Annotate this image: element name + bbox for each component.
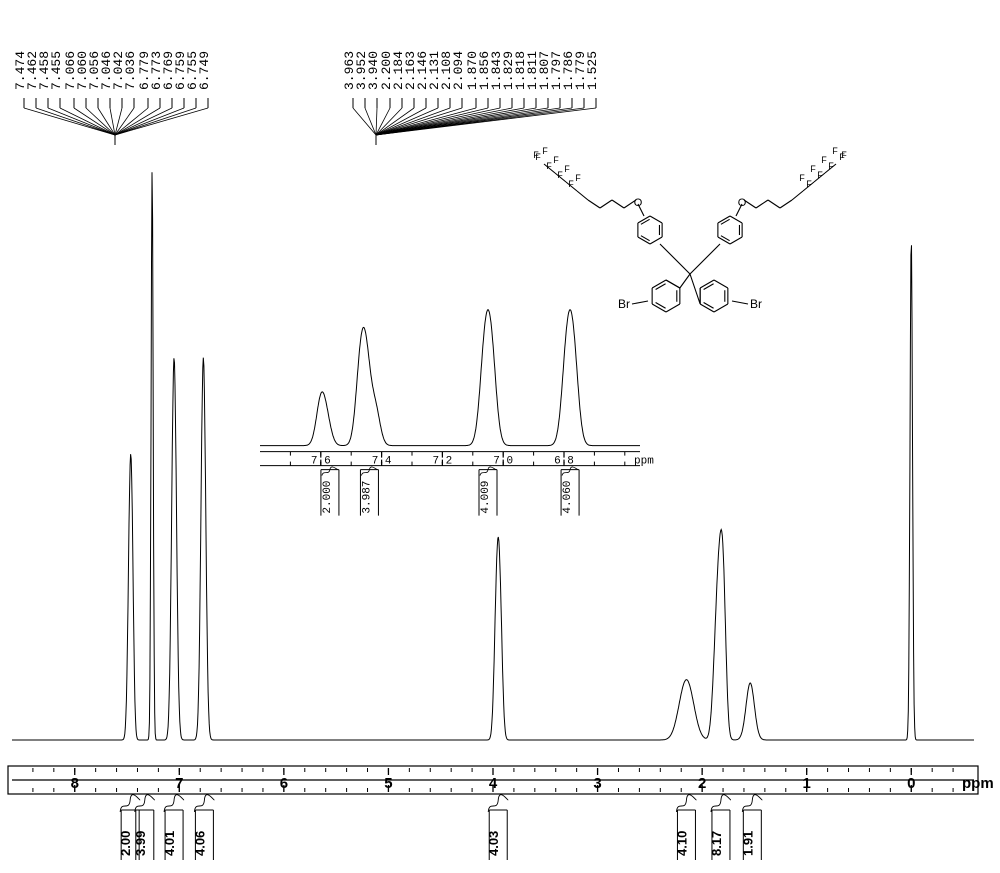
axis-tick-label: 0 xyxy=(907,775,915,792)
atom-label: F xyxy=(799,173,805,183)
axis-tick-label: 5 xyxy=(384,775,392,792)
axis-tick-label: 3 xyxy=(593,775,601,792)
integral-value: 4.10 xyxy=(674,831,689,856)
axis-tick-label: 6 xyxy=(280,775,288,792)
integral-value: 4.06 xyxy=(192,831,207,856)
inset-integral-value: 4.060 xyxy=(562,481,574,514)
peak-label: 7.455 xyxy=(49,51,64,90)
atom-label: Br xyxy=(618,297,630,311)
atom-label: O xyxy=(634,197,643,209)
inset-tick-label: 6.8 xyxy=(554,456,574,468)
peak-label: 6.749 xyxy=(197,51,212,90)
atom-label: Br xyxy=(750,297,762,311)
inset-spectrum xyxy=(260,310,640,446)
peak-label: 1.525 xyxy=(585,51,600,90)
atom-label: F xyxy=(575,173,581,183)
integral-value: 1.91 xyxy=(740,831,755,856)
atom-label: O xyxy=(738,197,747,209)
integral-value: 4.03 xyxy=(486,831,501,856)
inset-unit-label: ppm xyxy=(634,456,654,468)
axis-tick-label: 7 xyxy=(175,775,183,792)
nmr-svg: 7.4747.4627.4587.4557.0667.0607.0567.046… xyxy=(0,0,1000,873)
inset-integral-value: 3.987 xyxy=(361,481,373,514)
integral-value: 3.99 xyxy=(133,831,148,856)
inset-tick-label: 7.2 xyxy=(432,456,452,468)
integral-value: 8.17 xyxy=(709,831,724,856)
atom-label: F xyxy=(564,164,570,174)
inset-tick-label: 7.0 xyxy=(493,456,513,468)
axis-tick-label: 2 xyxy=(698,775,706,792)
atom-label: F xyxy=(542,146,548,156)
inset-tick-label: 7.6 xyxy=(311,456,331,468)
atom-label: F xyxy=(810,164,816,174)
axis-tick-label: 4 xyxy=(489,775,498,792)
inset-integral-value: 4.009 xyxy=(480,481,492,514)
molecule-structure: OOFFFFFFFFFFFFFFFFFFBrBr xyxy=(533,146,847,312)
peak-label: 7.036 xyxy=(123,51,138,90)
atom-label: F xyxy=(832,146,838,156)
atom-label: F xyxy=(533,150,539,160)
inset-tick-label: 7.4 xyxy=(372,456,392,468)
axis-tick-label: 1 xyxy=(803,775,811,792)
peak-label: 2.094 xyxy=(451,51,466,90)
atom-label: F xyxy=(841,150,847,160)
integral-value: 2.00 xyxy=(118,831,133,856)
atom-label: F xyxy=(553,155,559,165)
atom-label: F xyxy=(821,155,827,165)
axis-unit-label: ppm xyxy=(962,775,994,792)
integral-value: 4.01 xyxy=(162,831,177,856)
axis-tick-label: 8 xyxy=(71,775,79,792)
inset-integral-value: 2.000 xyxy=(322,481,334,514)
nmr-spectrum-figure: { "canvas": { "width": 1000, "height": 8… xyxy=(0,0,1000,873)
